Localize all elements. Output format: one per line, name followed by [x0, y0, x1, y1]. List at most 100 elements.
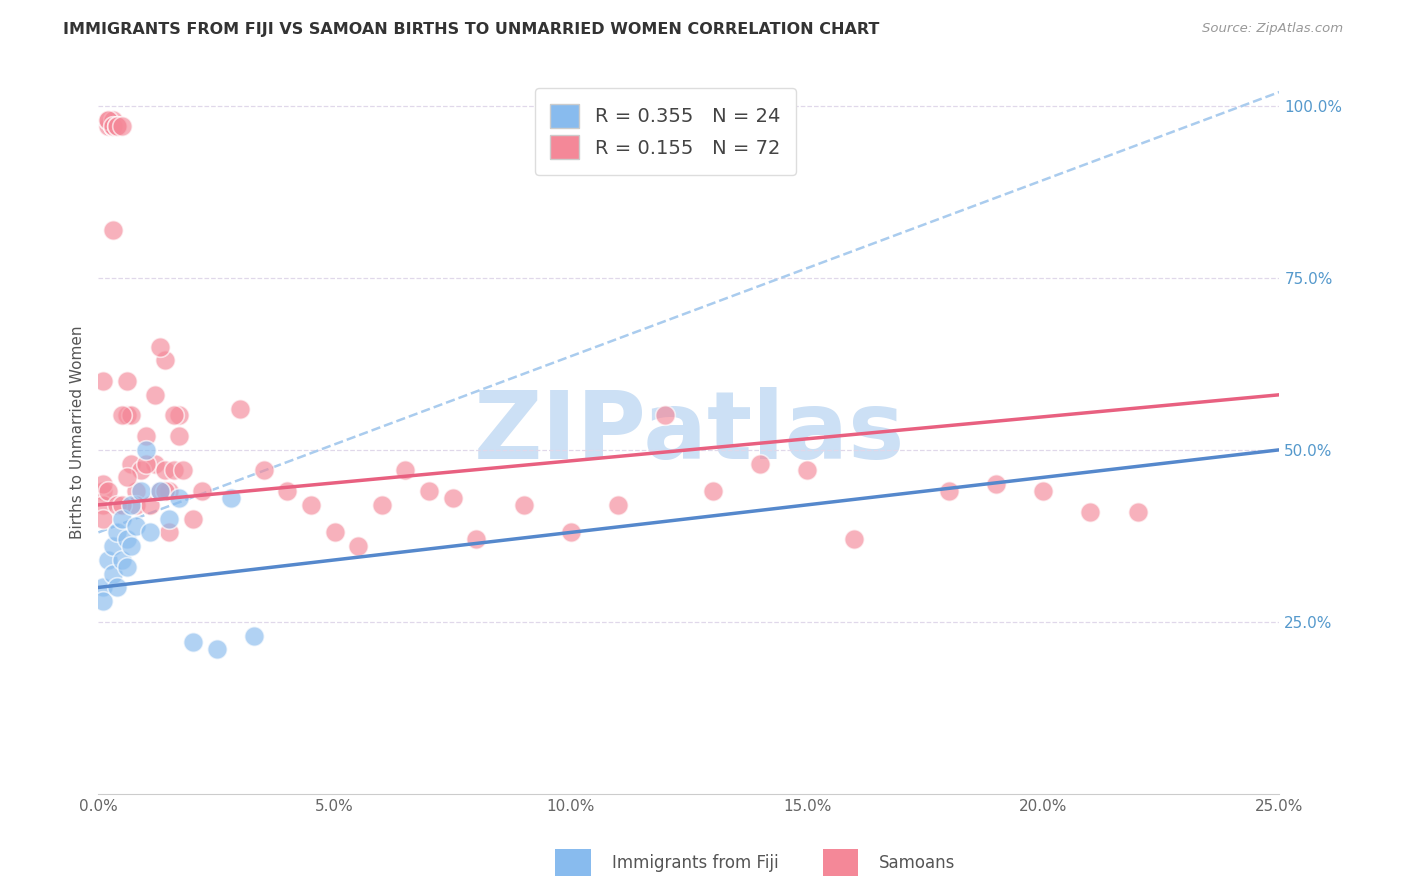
Point — [121, 409, 143, 423]
Point — [157, 511, 180, 525]
Point — [101, 120, 124, 134]
Point — [172, 463, 194, 477]
Y-axis label: Births to Unmarried Women: Births to Unmarried Women — [69, 326, 84, 540]
Point — [91, 594, 114, 608]
Point — [984, 477, 1007, 491]
Point — [157, 525, 180, 540]
Point — [91, 374, 114, 388]
Point — [101, 120, 124, 134]
Point — [938, 484, 960, 499]
Point — [654, 409, 676, 423]
Point — [394, 463, 416, 477]
Point — [91, 498, 114, 512]
Point — [111, 498, 134, 512]
Point — [512, 498, 534, 512]
Point — [91, 484, 114, 499]
Point — [97, 112, 120, 127]
Point — [299, 498, 322, 512]
Point — [371, 498, 394, 512]
Text: ZIPatlas: ZIPatlas — [474, 386, 904, 479]
Point — [115, 470, 138, 484]
Point — [125, 518, 148, 533]
Point — [153, 484, 176, 499]
Point — [111, 409, 134, 423]
Point — [135, 442, 157, 457]
Point — [121, 498, 143, 512]
Point — [347, 539, 370, 553]
Point — [149, 340, 172, 354]
Point — [135, 457, 157, 471]
Point — [91, 581, 114, 595]
Point — [111, 120, 134, 134]
Point — [121, 457, 143, 471]
Point — [163, 409, 186, 423]
Text: Immigrants from Fiji: Immigrants from Fiji — [612, 855, 779, 872]
Point — [105, 525, 128, 540]
Point — [153, 353, 176, 368]
Point — [191, 484, 214, 499]
Point — [1080, 505, 1102, 519]
Point — [135, 429, 157, 443]
Point — [229, 401, 252, 416]
Point — [91, 477, 114, 491]
Point — [101, 120, 124, 134]
Point — [181, 635, 204, 649]
Point — [105, 120, 128, 134]
Point — [97, 112, 120, 127]
Point — [97, 484, 120, 499]
Point — [560, 525, 582, 540]
Text: Source: ZipAtlas.com: Source: ZipAtlas.com — [1202, 22, 1343, 36]
Point — [253, 463, 276, 477]
Point — [167, 409, 190, 423]
Point — [125, 498, 148, 512]
Point — [111, 553, 134, 567]
Point — [276, 484, 298, 499]
Point — [167, 491, 190, 505]
Point — [101, 120, 124, 134]
Point — [111, 511, 134, 525]
Point — [101, 539, 124, 553]
Point — [157, 484, 180, 499]
Point — [101, 566, 124, 581]
Point — [129, 463, 152, 477]
Point — [441, 491, 464, 505]
Point — [796, 463, 818, 477]
Point — [143, 457, 166, 471]
Point — [323, 525, 346, 540]
Point — [101, 222, 124, 236]
Point — [129, 484, 152, 499]
Point — [91, 511, 114, 525]
Text: IMMIGRANTS FROM FIJI VS SAMOAN BIRTHS TO UNMARRIED WOMEN CORRELATION CHART: IMMIGRANTS FROM FIJI VS SAMOAN BIRTHS TO… — [63, 22, 880, 37]
Point — [205, 642, 228, 657]
Point — [115, 533, 138, 547]
Point — [139, 525, 162, 540]
Point — [121, 539, 143, 553]
Point — [153, 463, 176, 477]
Point — [844, 533, 866, 547]
Text: Samoans: Samoans — [879, 855, 955, 872]
Point — [101, 112, 124, 127]
Point — [748, 457, 770, 471]
Point — [702, 484, 724, 499]
Point — [97, 120, 120, 134]
Point — [1032, 484, 1054, 499]
Point — [465, 533, 488, 547]
Point — [125, 484, 148, 499]
Legend: R = 0.355   N = 24, R = 0.155   N = 72: R = 0.355 N = 24, R = 0.155 N = 72 — [534, 88, 796, 175]
Point — [105, 581, 128, 595]
Point — [115, 409, 138, 423]
Point — [115, 559, 138, 574]
Point — [1126, 505, 1149, 519]
Point — [163, 463, 186, 477]
Point — [105, 498, 128, 512]
Point — [418, 484, 440, 499]
Point — [167, 429, 190, 443]
Point — [219, 491, 242, 505]
Point — [149, 484, 172, 499]
Point — [139, 498, 162, 512]
Point — [97, 553, 120, 567]
Point — [149, 484, 172, 499]
Point — [607, 498, 630, 512]
Point — [105, 120, 128, 134]
Point — [115, 374, 138, 388]
